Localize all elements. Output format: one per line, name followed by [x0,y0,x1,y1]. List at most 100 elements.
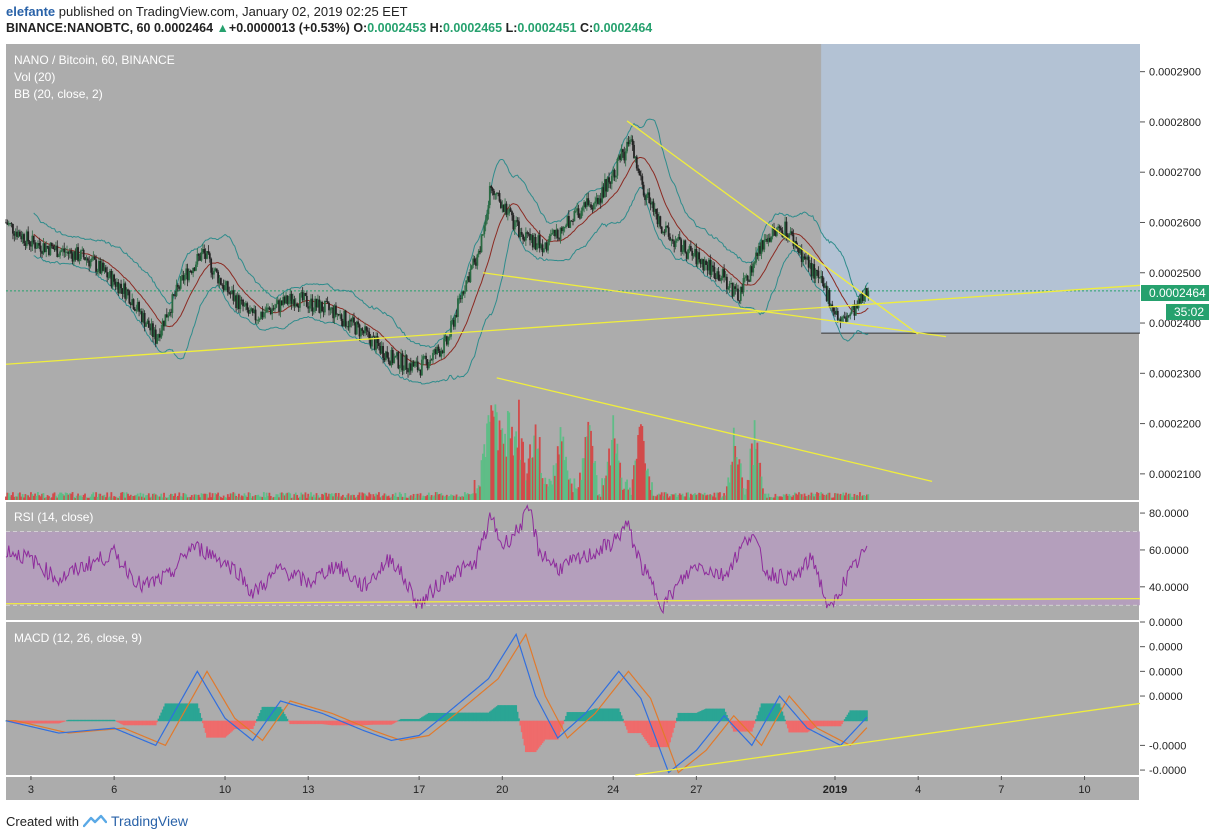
volume-bar [588,425,591,500]
macd-hist-bar [233,720,236,729]
last-price: 0.0002464 [153,21,214,35]
candle-body [612,169,615,176]
candle-body [397,352,400,369]
candle-body [483,225,486,235]
volume-bar [214,493,217,500]
macd-hist-bar [670,720,673,738]
volume-bar [418,495,421,500]
volume-bar [856,495,859,500]
volume-bar [680,494,683,500]
macd-hist-bar [712,708,714,722]
volume-bar [606,461,609,500]
macd-hist-bar [411,718,414,722]
candle-body [753,262,756,264]
macd-hist-bar [158,715,161,722]
volume-bar [646,468,649,500]
author-link[interactable]: elefante [6,4,56,19]
candle-body [602,187,605,198]
volume-bar [857,495,860,500]
volume-bar [796,494,799,500]
volume-bar [70,493,73,500]
macd-hist-bar [770,703,773,722]
candle-body [721,269,724,278]
macd-hist-bar [773,703,775,722]
candle-body [810,262,813,277]
time-axis[interactable] [6,776,1140,800]
candle-body [707,259,710,271]
volume-bar [814,493,817,500]
volume-bar [6,492,9,500]
candle-body [427,363,430,369]
candle-body [56,245,59,257]
macd-hist-bar [24,720,27,724]
macd-hist-bar [357,720,360,726]
volume-bar [724,495,727,500]
macd-hist-bar [400,718,402,722]
candle-body [522,234,524,240]
macd-hist-bar [760,703,763,722]
candle-body [416,361,419,371]
macd-hist-bar [124,720,127,726]
price-tick: 0.0002600 [1149,217,1201,229]
volume-bar [189,497,192,500]
candle-body [501,204,504,208]
volume-bar [666,493,669,500]
macd-tick: 0.0000 [1149,617,1183,629]
chart-area[interactable]: 0.00029000.00028000.00027000.00026000.00… [0,42,1216,812]
rsi-series [5,504,1141,615]
tradingview-link[interactable]: TradingView [110,813,189,829]
volume-bar [401,496,404,500]
candle-body [813,264,816,279]
macd-hist-bar [529,720,531,753]
candle-body [289,293,292,301]
macd-hist-bar [122,720,125,726]
volume-bar [698,492,701,500]
candle-body [430,359,433,361]
macd-hist-bar [260,709,262,722]
volume-bar [215,494,218,500]
vol-label: Vol (20) [14,70,55,84]
forecast-box[interactable] [6,44,1140,334]
trendlines[interactable] [5,120,1141,483]
candle-body [710,265,713,275]
macd-hist-bar [609,708,612,722]
last-price-badge-text: 0.0002464 [1149,286,1206,300]
candle-body [785,221,788,236]
volume-bar [731,461,734,500]
macd-hist-bar [319,720,322,725]
close-label: C: [579,21,594,35]
volume-bar [839,493,842,500]
macd-hist-bar [177,703,179,722]
volume-bar [279,492,282,500]
macd-pane[interactable] [6,622,1140,776]
macd-hist-bar [466,712,469,722]
volume-bar [300,492,303,500]
volume-bar [702,494,705,500]
volume-bar [617,460,620,500]
candle-body [153,329,156,337]
volume-bar [861,495,864,500]
change-value: +0.0000013 (+0.53%) [228,21,350,35]
macd-hist-bar [809,720,811,731]
macd-hist-bar [376,720,379,725]
candle-body [716,271,719,279]
candle-body [694,249,696,256]
macd-hist-bar [817,720,820,727]
candle-body [308,305,311,309]
candle-body [640,175,642,177]
volume-bar [710,494,713,500]
candle-body [434,349,437,355]
candle-body [437,346,440,351]
price-axis[interactable]: 0.00029000.00028000.00027000.00026000.00… [1140,67,1201,777]
volume-bar [620,477,623,500]
candle-body [854,304,857,316]
candle-body [683,240,685,251]
candle-body [146,320,149,325]
candle-body [384,351,387,361]
candle-body [623,152,626,161]
macd-hist-bar [389,720,391,725]
candle-body [799,248,802,254]
volume-bar [423,496,426,500]
candle-body [91,258,93,261]
macd-tick: 0.0000 [1149,691,1183,703]
